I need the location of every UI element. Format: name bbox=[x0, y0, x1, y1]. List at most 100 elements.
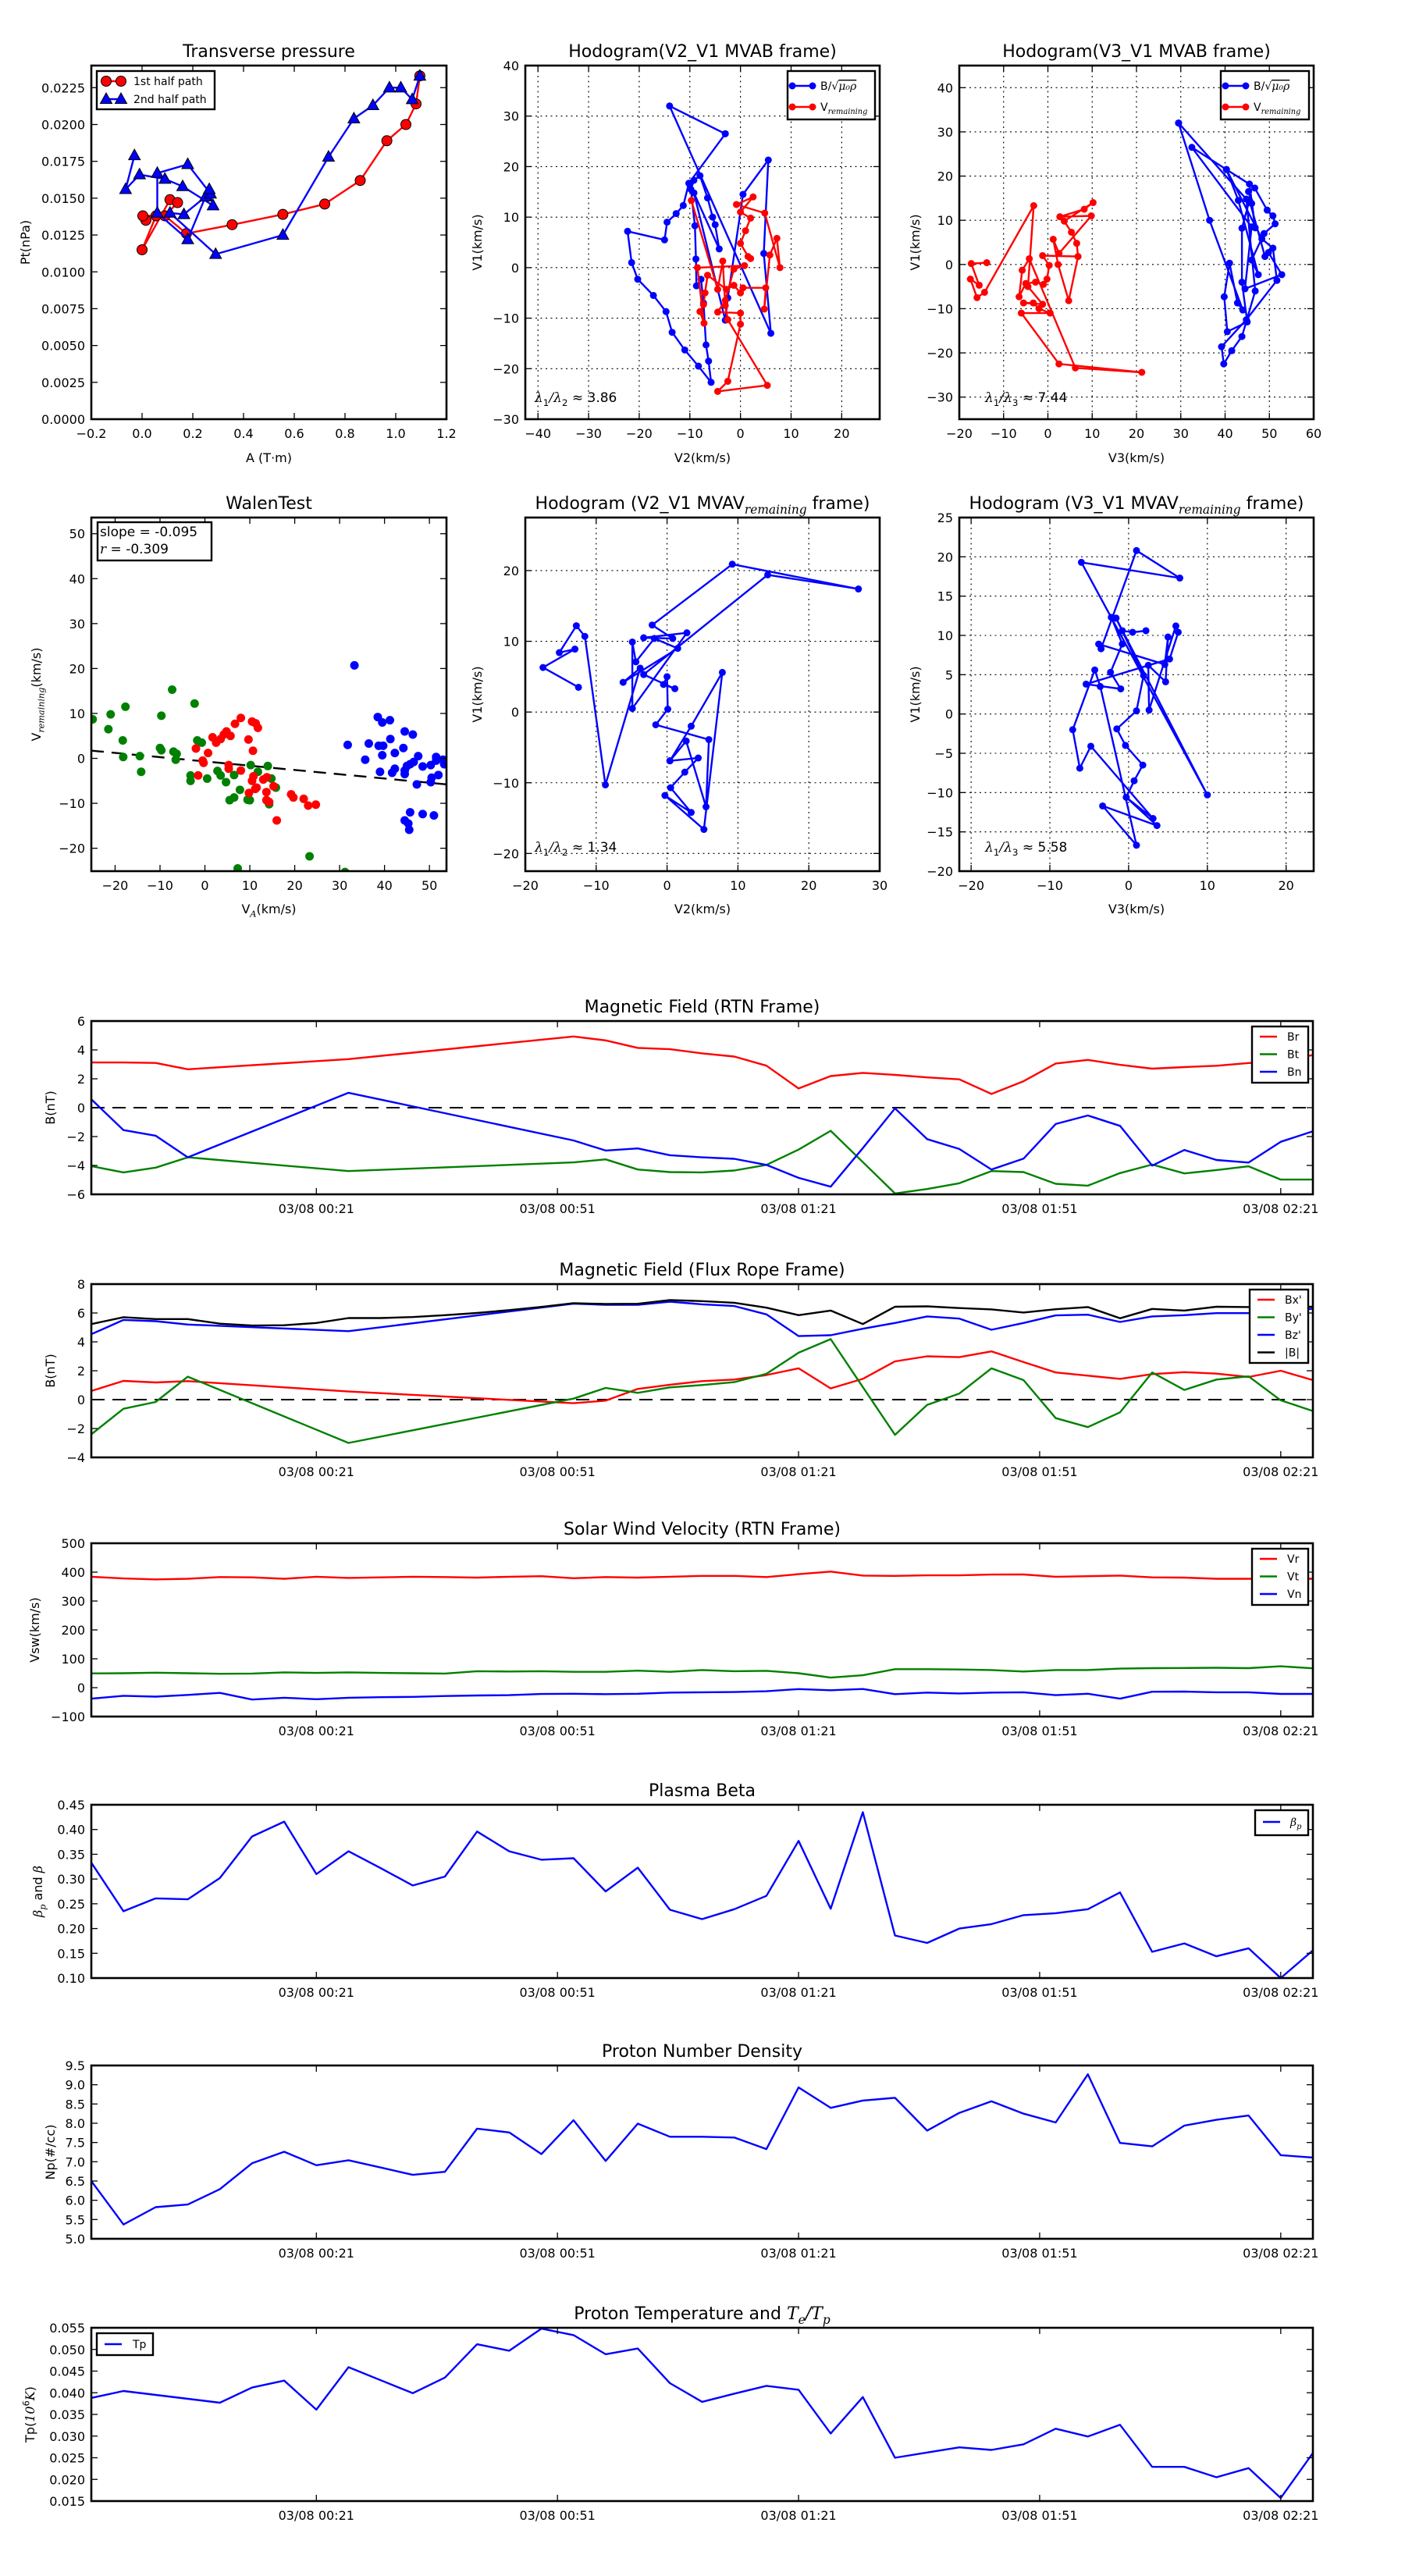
data-point bbox=[696, 172, 704, 180]
series-blue bbox=[539, 560, 863, 834]
series-line-p bbox=[91, 1811, 1313, 1978]
data-point bbox=[1278, 271, 1286, 279]
series-b bbox=[624, 102, 775, 386]
y-axis-label: B(nT) bbox=[43, 1354, 58, 1387]
data-point bbox=[1080, 205, 1088, 213]
data-point bbox=[1248, 256, 1256, 264]
data-point bbox=[632, 658, 640, 666]
data-point bbox=[1129, 628, 1136, 636]
series-vn bbox=[91, 1688, 1313, 1701]
scatter-point bbox=[245, 795, 254, 805]
data-point bbox=[1133, 546, 1140, 554]
y-tick-label: 0.35 bbox=[57, 1847, 85, 1862]
data-point-circle bbox=[116, 76, 126, 87]
legend-item-vn: Vn bbox=[1260, 1589, 1301, 1601]
data-point bbox=[761, 209, 769, 217]
series-line-b bbox=[91, 1299, 1313, 1327]
scatter-point bbox=[194, 770, 203, 780]
eigenvalue-ratio-annotation-part: ≈ 5.58 bbox=[1018, 840, 1067, 856]
y-axis-label: Pt(nPa) bbox=[18, 220, 33, 265]
y-tick-label: 0 bbox=[77, 1393, 85, 1407]
x-axis-label: V3(km/s) bbox=[1108, 902, 1165, 916]
y-axis-label: βp and β bbox=[30, 1866, 48, 1918]
plot-area bbox=[119, 69, 427, 259]
data-point bbox=[1072, 240, 1080, 247]
data-point bbox=[1055, 261, 1062, 269]
y-tick-label: 0.055 bbox=[49, 2321, 85, 2336]
legend-frame bbox=[786, 69, 877, 121]
data-point bbox=[1175, 119, 1183, 127]
y-tick-label: −4 bbox=[66, 1158, 85, 1173]
data-point bbox=[661, 792, 669, 799]
series-line-br bbox=[91, 1035, 1313, 1095]
data-point bbox=[692, 255, 700, 263]
legend: Bx' By' Bz' |B| bbox=[1248, 1288, 1310, 1364]
chart-title: Hodogram (V2_V1 MVAVremaining frame) bbox=[535, 494, 870, 517]
data-point bbox=[1049, 236, 1057, 244]
y-tick-label: 0 bbox=[77, 1101, 85, 1115]
data-point bbox=[1019, 299, 1027, 307]
scatter-point bbox=[311, 800, 321, 809]
data-point bbox=[1035, 304, 1043, 312]
scatter-point bbox=[343, 740, 352, 749]
data-point bbox=[1130, 777, 1138, 785]
scatter-point bbox=[222, 777, 231, 787]
data-point bbox=[776, 264, 784, 272]
data-point bbox=[1248, 200, 1256, 208]
y-tick-label: 8 bbox=[77, 1277, 85, 1292]
scatter-point bbox=[386, 735, 395, 744]
legend-item-by: By' bbox=[1257, 1312, 1302, 1325]
series-line-blue bbox=[542, 563, 859, 831]
data-point-circle bbox=[137, 210, 148, 222]
data-point-triangle bbox=[127, 148, 141, 161]
data-point-triangle bbox=[114, 91, 128, 104]
data-point bbox=[1099, 802, 1107, 809]
y-tick-label: −20 bbox=[493, 846, 519, 861]
y-axis-label-part: β bbox=[30, 1866, 45, 1873]
data-point-circle bbox=[381, 135, 393, 147]
plot-area bbox=[624, 102, 784, 395]
scatter-point bbox=[104, 724, 113, 734]
data-point-triangle bbox=[322, 149, 336, 162]
data-point-triangle bbox=[413, 69, 427, 81]
eigenvalue-ratio-annotation-part: / bbox=[998, 840, 1005, 856]
legend-item-b: B/√μ₀ρ bbox=[788, 80, 857, 93]
data-point-triangle bbox=[405, 92, 419, 105]
x-tick-label: 03/08 01:21 bbox=[760, 1724, 836, 1738]
data-point bbox=[1222, 82, 1229, 90]
chart-title: Hodogram(V2_V1 MVAB frame) bbox=[568, 42, 837, 62]
x-axis-label: V2(km/s) bbox=[674, 902, 731, 916]
x-axis: −20 −10 0 10 20 30 bbox=[512, 518, 887, 893]
chart-hodogram-v3-v1-mvab: −20 −10 0 10 20 30 40 50 60 −30 −20 −10 0 10 20 30 40 Hod… bbox=[908, 42, 1321, 465]
x-tick-label: 03/08 00:51 bbox=[520, 1201, 596, 1216]
data-point bbox=[1068, 228, 1076, 236]
data-point bbox=[1269, 244, 1277, 252]
chart-solar-wind-velocity: 03/08 00:21 03/08 00:51 03/08 01:21 03/08 0… bbox=[27, 1520, 1318, 1738]
scatter-point bbox=[378, 717, 387, 727]
series-vt bbox=[91, 1665, 1313, 1679]
stats-line-part: r bbox=[100, 542, 107, 557]
y-axis: 0.0000 0.0025 0.0050 0.0075 0.0100 0.0125 0.01… bbox=[41, 80, 446, 427]
y-axis-label-part: remaining bbox=[37, 688, 47, 733]
y-tick-label: 0.0225 bbox=[41, 80, 85, 95]
data-point bbox=[628, 705, 636, 713]
scatter-point bbox=[190, 699, 199, 708]
series-blue bbox=[1069, 546, 1211, 849]
chart-title-part: p bbox=[823, 2313, 831, 2327]
y-tick-label: 9.0 bbox=[66, 2078, 85, 2093]
scatter-point bbox=[230, 719, 240, 728]
data-point bbox=[574, 683, 582, 691]
scatter-point bbox=[379, 741, 388, 750]
y-tick-label: −20 bbox=[927, 864, 953, 879]
scatter-point bbox=[289, 793, 298, 802]
data-point bbox=[1107, 668, 1115, 676]
x-tick-label: 03/08 00:21 bbox=[279, 2246, 354, 2261]
chart-hodogram-v2-v1-mvab: −40 −30 −20 −10 0 10 20 −30 −20 −10 0 10 20 30 40 Hodog… bbox=[470, 42, 881, 465]
legend-item-b: |B| bbox=[1257, 1347, 1300, 1360]
data-point bbox=[663, 219, 671, 226]
data-point bbox=[556, 649, 564, 656]
series-tp bbox=[91, 2328, 1313, 2500]
data-point bbox=[681, 768, 688, 776]
chart-magnetic-field-rtn: 03/08 00:21 03/08 00:51 03/08 01:21 03/08 0… bbox=[43, 998, 1318, 1216]
stats-box: slope = -0.095 r = -0.309 bbox=[96, 521, 213, 562]
